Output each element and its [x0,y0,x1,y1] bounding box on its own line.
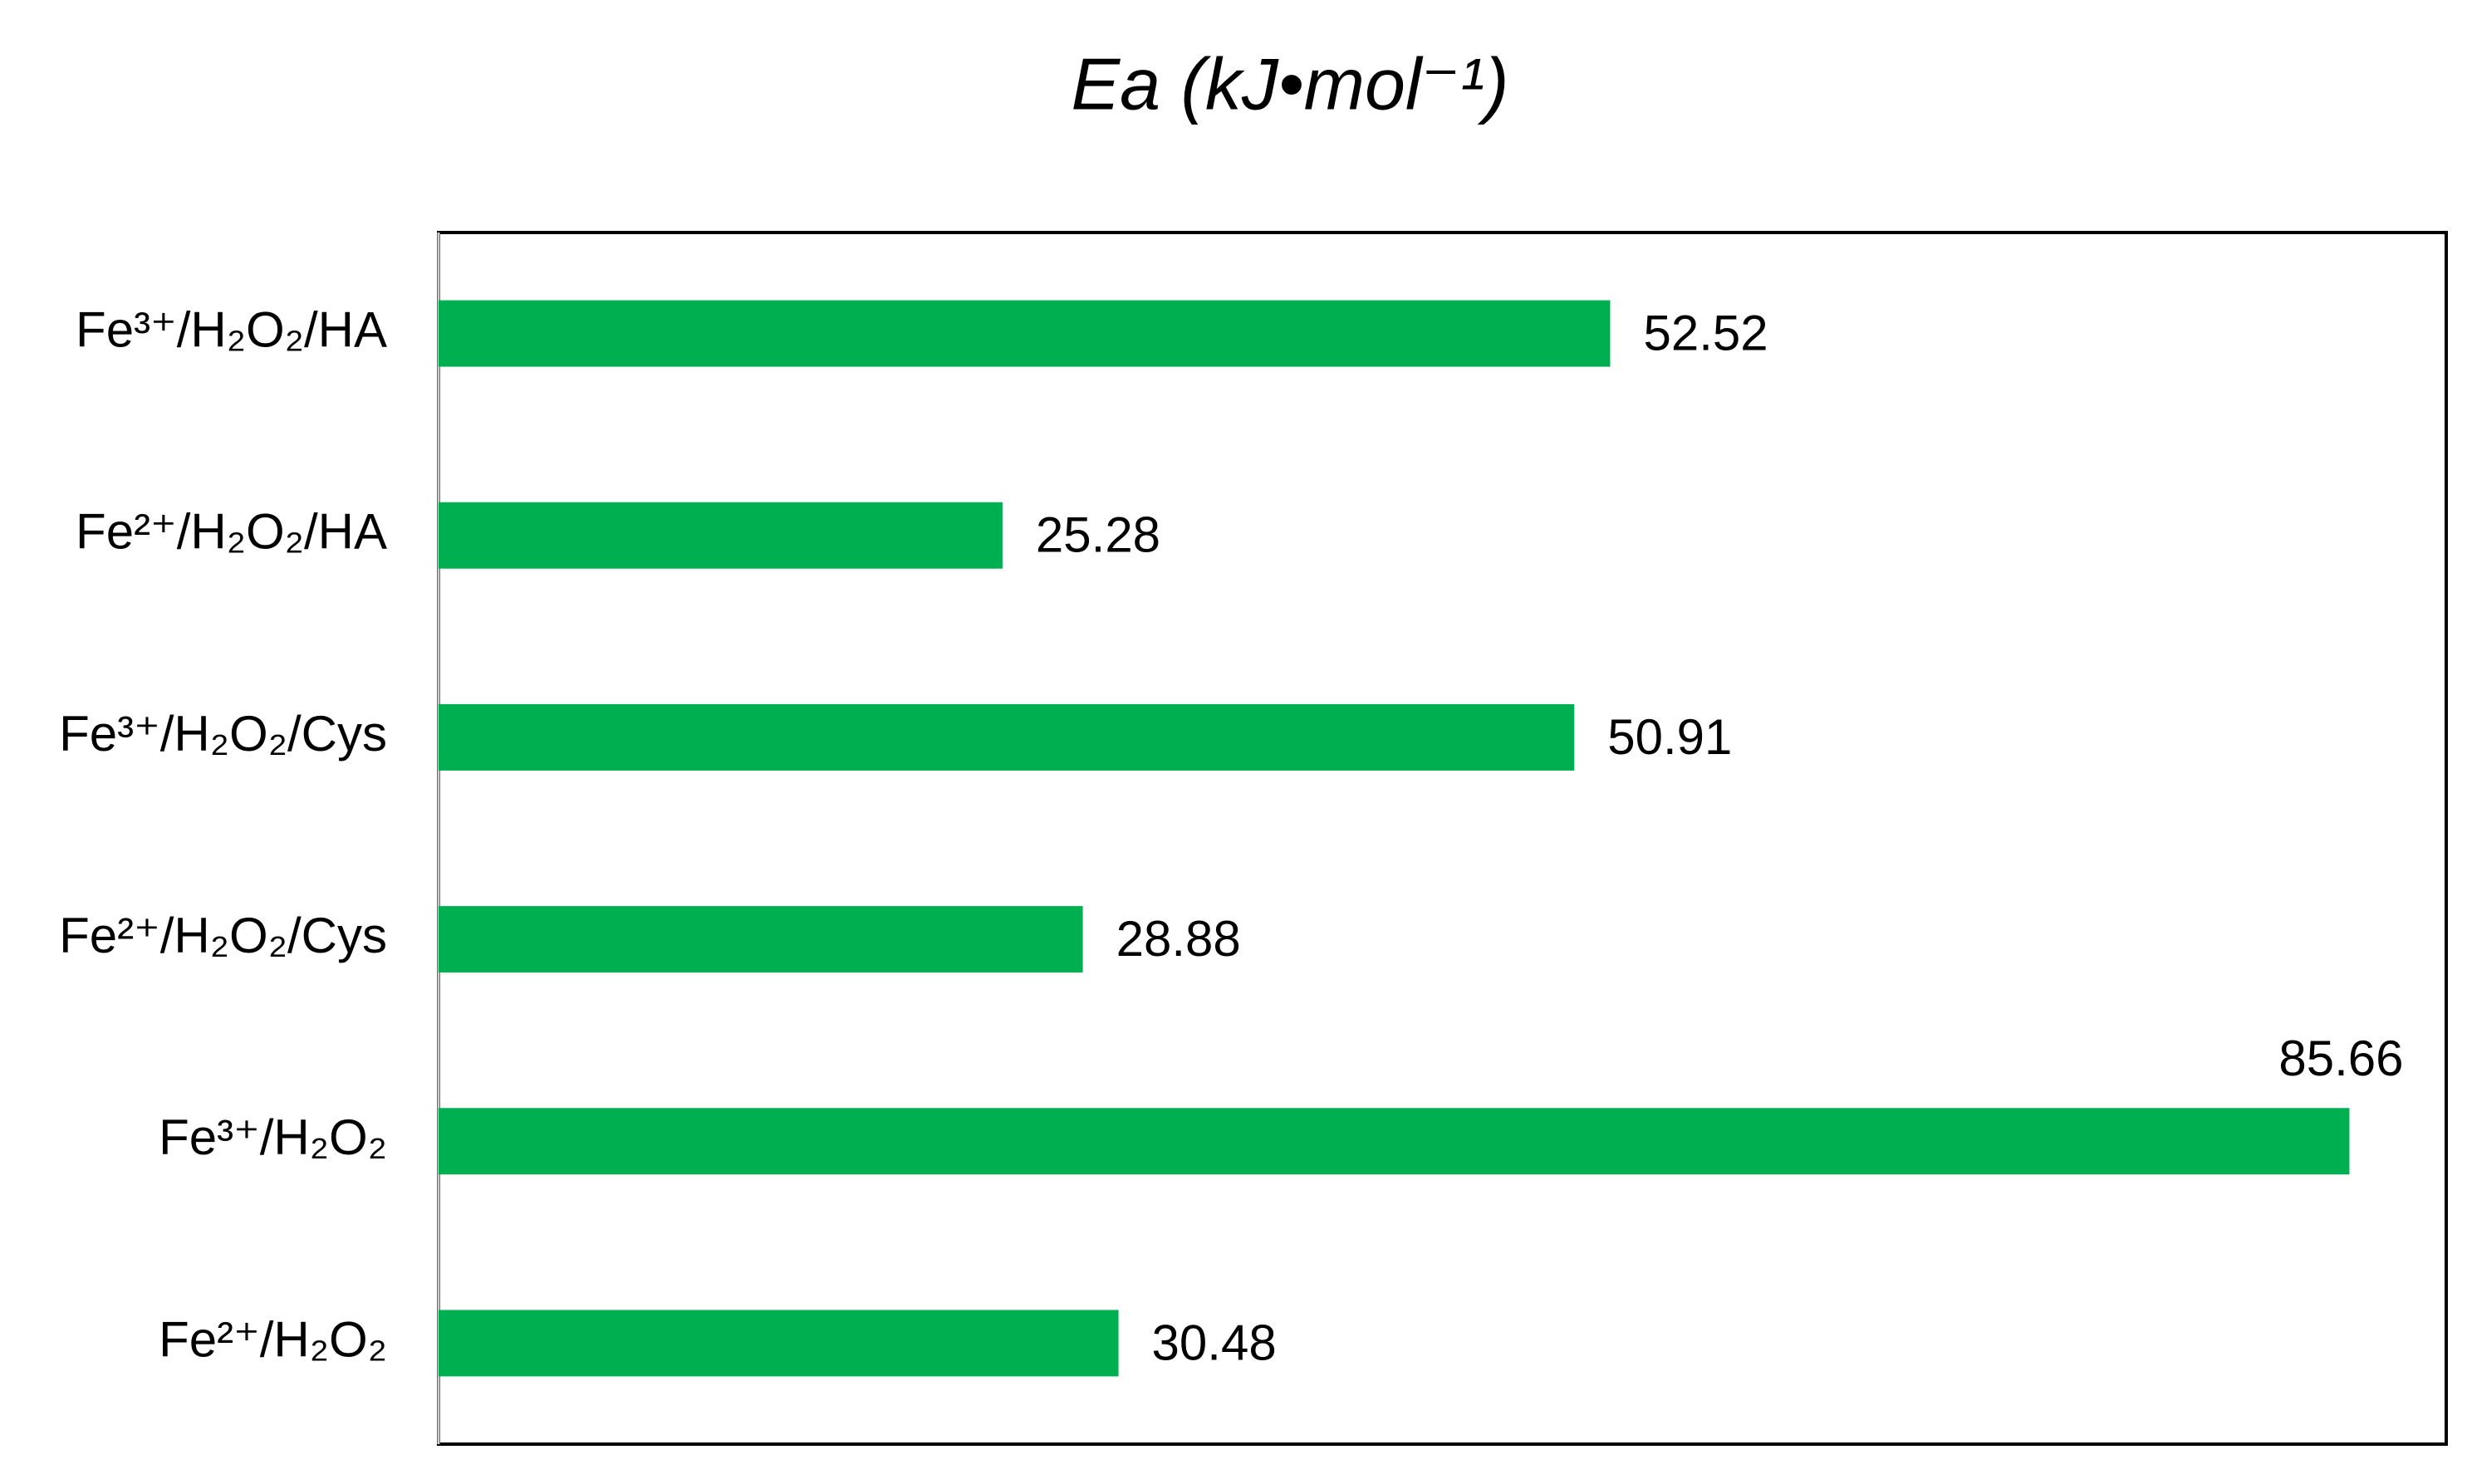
y-tick-label: Fe³⁺/H₂O₂ [159,1109,387,1165]
data-label: 50.91 [1607,709,1732,765]
bar [439,300,1611,367]
bar [439,703,1575,771]
data-label: 28.88 [1116,911,1241,967]
data-label: 30.48 [1152,1315,1277,1370]
y-tick-label: Fe³⁺/H₂O₂/HA [76,301,387,357]
bar [439,906,1083,973]
bar [439,502,1003,569]
chart-title: Ea (kJ•mol⁻¹) [1071,42,1508,125]
y-tick-label: Fe²⁺/H₂O₂/HA [76,504,387,560]
data-label: 25.28 [1036,507,1160,563]
bar [439,1108,2350,1175]
bar [439,1310,1119,1377]
data-label: 52.52 [1643,305,1768,360]
data-label: 85.66 [2278,1031,2403,1086]
y-tick-label: Fe²⁺/H₂O₂ [159,1311,387,1367]
y-tick-label: Fe²⁺/H₂O₂/Cys [59,908,387,963]
y-tick-label: Fe³⁺/H₂O₂/Cys [59,706,387,762]
